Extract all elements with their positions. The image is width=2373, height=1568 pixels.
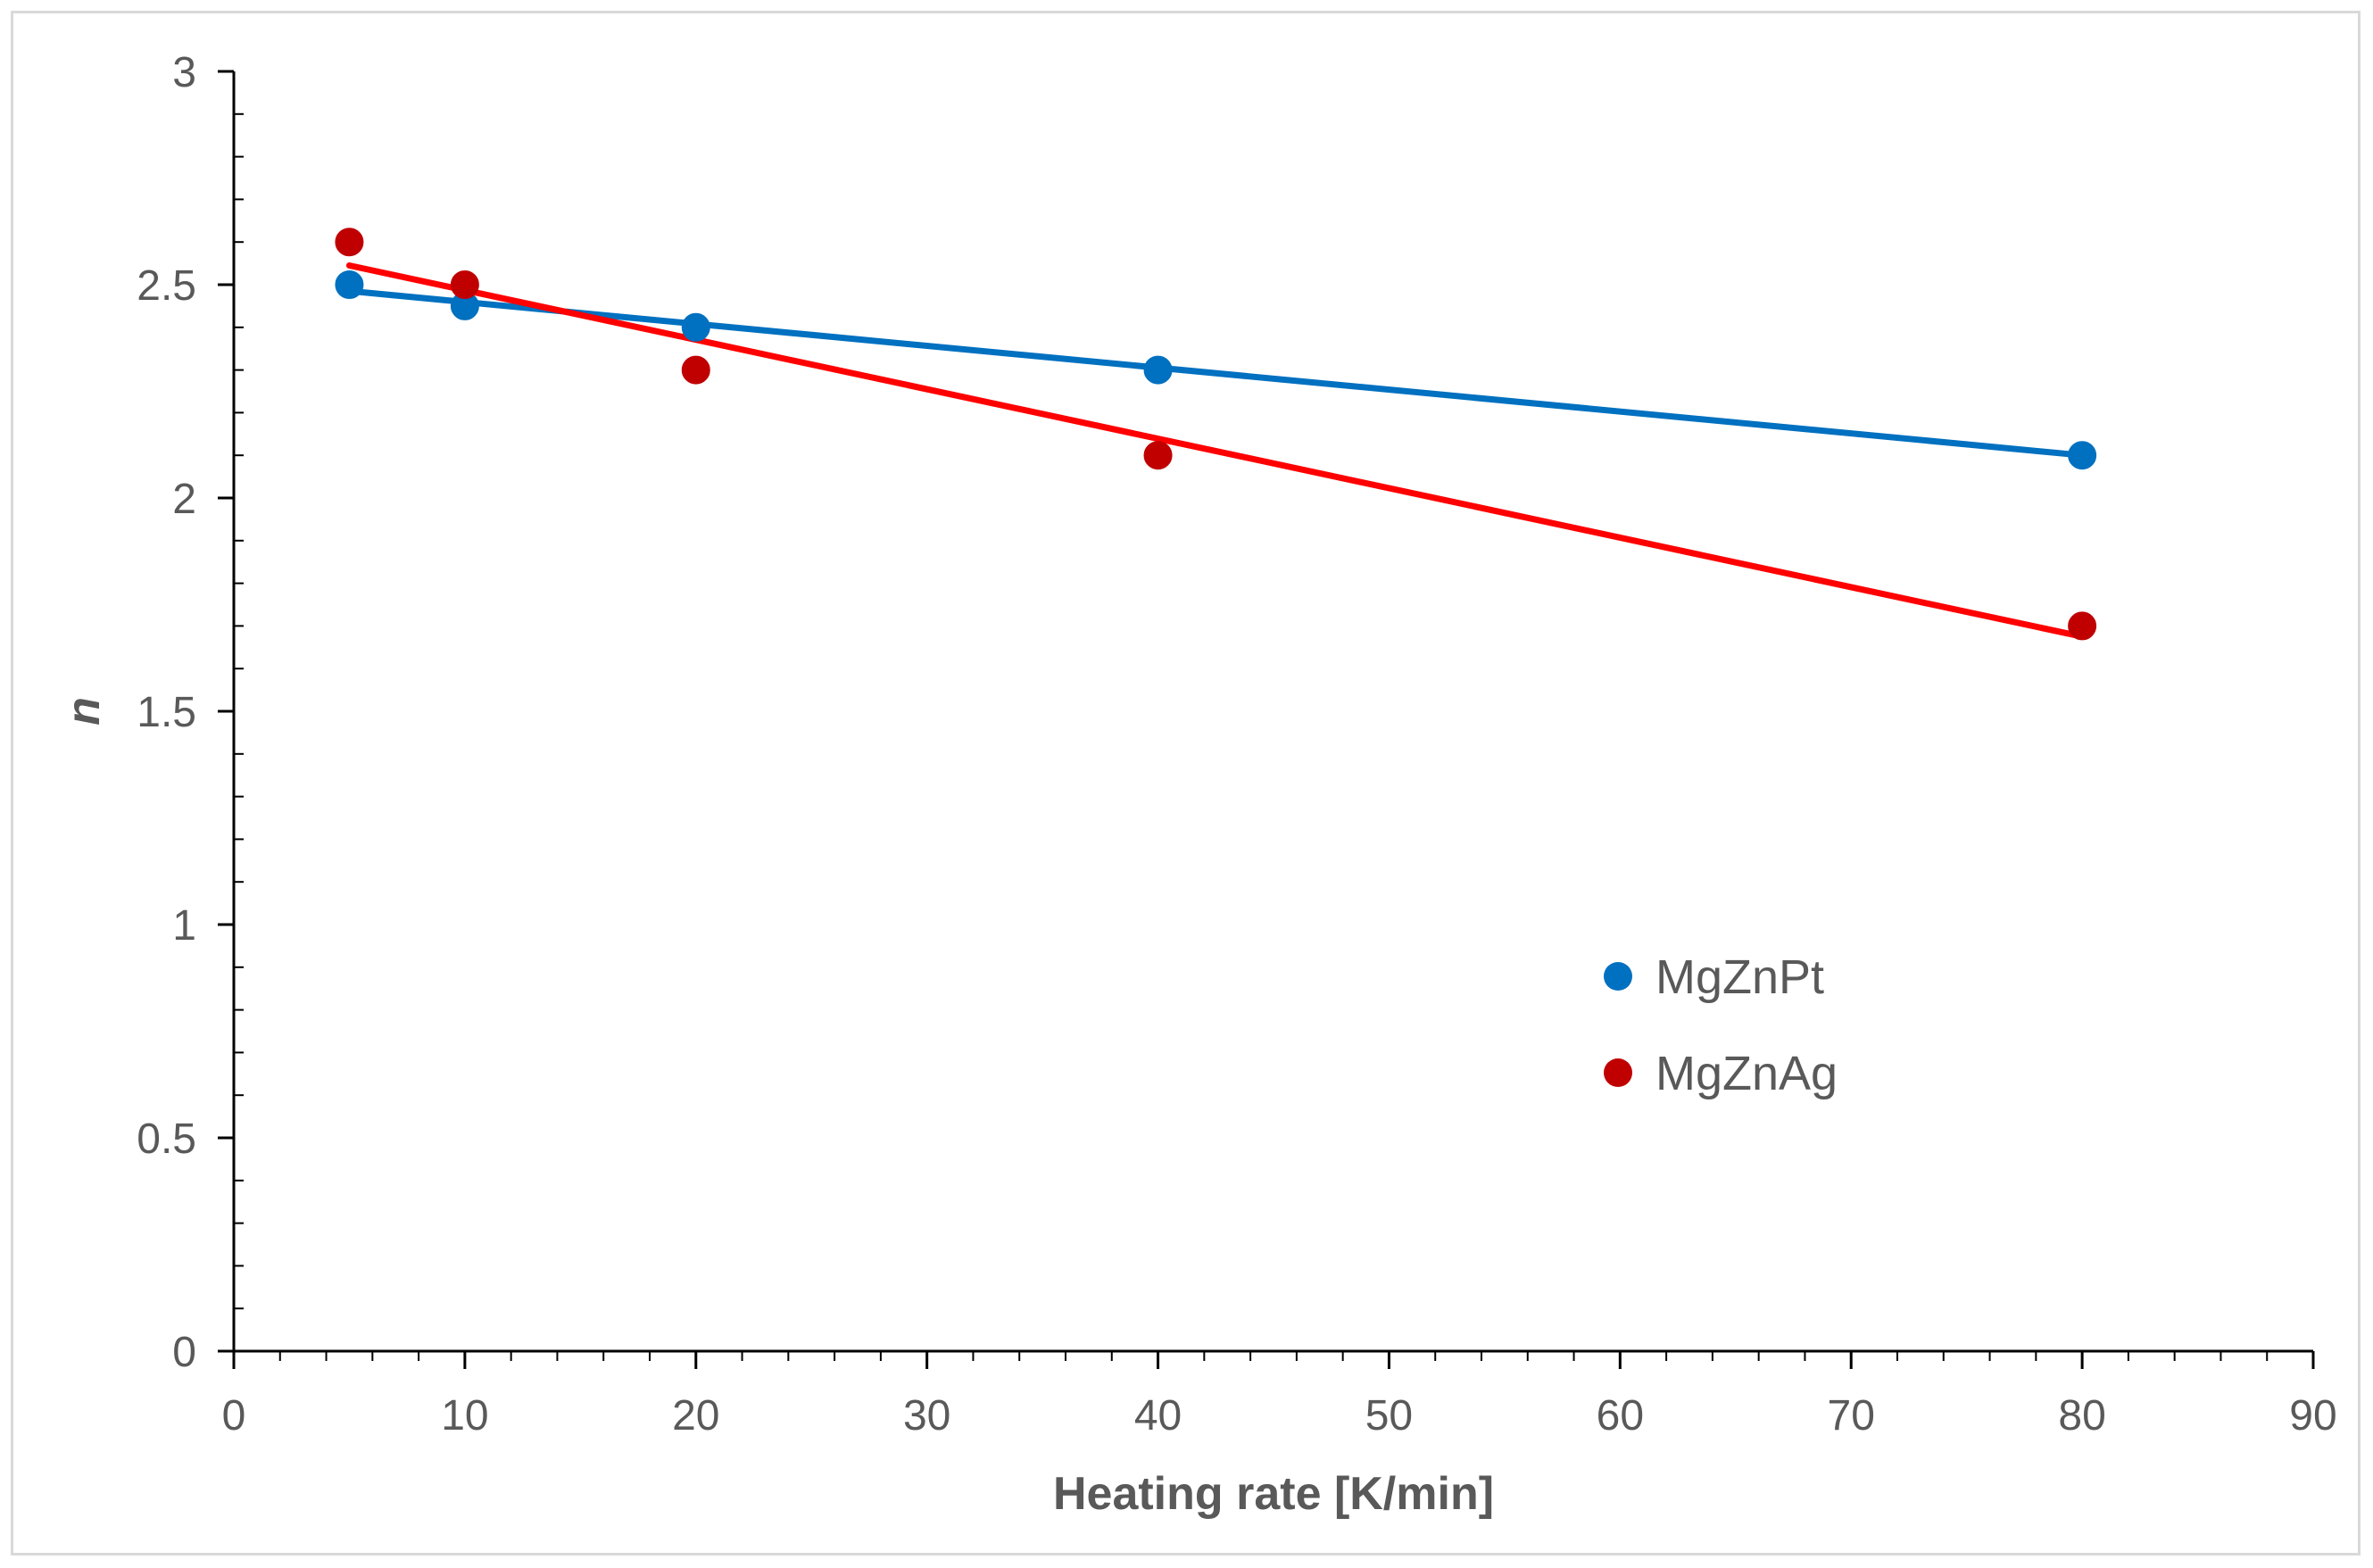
x-tick-label: 40 (1134, 1392, 1182, 1439)
x-axis-title: Heating rate [K/min] (1053, 1468, 1494, 1520)
point-mgznag (2068, 611, 2097, 641)
y-tick-label: 1.5 (137, 689, 196, 736)
chart-frame: 0 10 20 30 40 50 60 70 80 90 0 0.5 1 1.5 2 2.5 3 Heating… (11, 11, 2361, 1556)
point-mgznpt (681, 312, 710, 342)
x-tick-label: 70 (1828, 1392, 1875, 1439)
trendlines (345, 261, 2086, 640)
x-tick-label: 50 (1365, 1392, 1413, 1439)
point-mgznag (335, 228, 364, 257)
data-points (335, 228, 2097, 641)
point-mgznpt (1143, 355, 1173, 385)
point-mgznag (450, 270, 479, 299)
point-mgznpt (2068, 441, 2097, 470)
legend-marker-mgznag (1604, 1058, 1632, 1087)
y-tick-label: 0.5 (137, 1116, 196, 1163)
legend-label-mgznpt: MgZnPt (1655, 950, 1824, 1004)
axes: 0 10 20 30 40 50 60 70 80 90 0 0.5 1 1.5 2 2.5 3 (137, 49, 2336, 1439)
y-tick-label: 1 (172, 902, 196, 950)
trendline-mgznpt (345, 287, 2086, 459)
x-tick-label: 10 (441, 1392, 488, 1439)
y-axis-title: n (58, 697, 110, 726)
legend: MgZnPt MgZnAg (1604, 950, 1838, 1100)
x-tick-label: 90 (2289, 1392, 2336, 1439)
legend-marker-mgznpt (1604, 962, 1632, 991)
y-tick-label: 2 (172, 476, 196, 523)
y-tick-label: 3 (172, 49, 196, 96)
point-mgznag (1143, 441, 1173, 470)
y-tick-label: 0 (172, 1329, 196, 1376)
x-tick-label: 0 (222, 1392, 246, 1439)
x-tick-label: 60 (1597, 1392, 1644, 1439)
chart-canvas: 0 10 20 30 40 50 60 70 80 90 0 0.5 1 1.5 2 2.5 3 Heating… (58, 49, 2337, 1520)
legend-label-mgznag: MgZnAg (1655, 1047, 1838, 1100)
y-tick-label: 2.5 (137, 262, 196, 310)
point-mgznpt (335, 270, 364, 299)
point-mgznag (681, 355, 710, 385)
x-tick-label: 30 (903, 1392, 950, 1439)
x-tick-label: 20 (672, 1392, 719, 1439)
x-tick-label: 80 (2058, 1392, 2105, 1439)
axis-labels: Heating rate [K/min] n (58, 697, 1494, 1520)
trendline-mgznag (345, 261, 2086, 640)
